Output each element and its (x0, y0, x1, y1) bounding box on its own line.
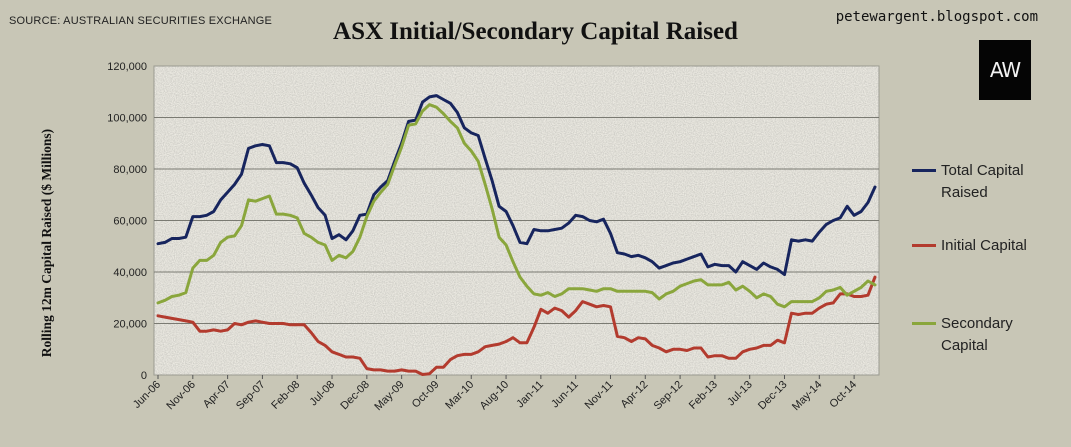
x-tick-label: Nov-06 (164, 379, 198, 413)
y-tick-label: 80,000 (113, 164, 147, 176)
y-tick-label: 60,000 (113, 216, 147, 228)
source-note: SOURCE: AUSTRALIAN SECURITIES EXCHANGE (9, 15, 273, 27)
x-tick-label: Oct-14 (827, 379, 859, 411)
y-tick-label: 20,000 (113, 319, 147, 331)
x-tick-label: Feb-08 (269, 379, 302, 412)
x-tick-label: Jun-06 (131, 379, 163, 411)
logo-text: AW (989, 58, 1021, 82)
y-tick-label: 120,000 (107, 61, 147, 73)
x-tick-label: Sep-12 (652, 379, 686, 413)
x-tick-label: Dec-13 (756, 379, 790, 413)
series-line-initial-capital (156, 275, 877, 376)
legend-item: Initial Capital (912, 235, 1027, 257)
blog-url[interactable]: petewargent.blogspot.com (835, 9, 1038, 25)
legend-swatch (912, 244, 936, 247)
x-tick-label: Dec-08 (338, 379, 372, 413)
x-tick-label: May-09 (372, 379, 406, 413)
y-tick-label: 100,000 (107, 113, 147, 125)
legend-label: Secondary Capital (941, 315, 1013, 354)
legend-label: Total Capital Raised (941, 162, 1024, 201)
legend-item: Secondary Capital (912, 313, 1061, 357)
x-tick-label: Mar-10 (443, 379, 476, 412)
legend-label: Initial Capital (941, 237, 1027, 254)
x-tick-label: Jul-08 (307, 379, 337, 409)
legend-swatch (912, 322, 936, 325)
series-line-total-capital-raised (156, 94, 877, 277)
aw-logo: AW (979, 40, 1031, 100)
x-tick-label: Jun-11 (549, 379, 581, 411)
legend-item: Total Capital Raised (912, 160, 1061, 204)
x-tick-label: Feb-13 (687, 379, 720, 412)
series-line-secondary-capital (156, 103, 877, 309)
x-tick-label: Oct-09 (410, 379, 442, 411)
y-tick-label: 0 (141, 370, 147, 382)
x-tick-label: Sep-07 (234, 379, 268, 413)
y-tick-label: 40,000 (113, 267, 147, 279)
x-tick-label: Aug-10 (478, 379, 512, 413)
x-tick-label: May-14 (790, 379, 824, 413)
x-tick-label: Nov-11 (583, 379, 616, 412)
x-tick-label: Jul-13 (725, 379, 755, 409)
chart-title: ASX Initial/Secondary Capital Raised (333, 18, 738, 45)
legend-swatch (912, 169, 936, 172)
x-tick-label: Jan-11 (514, 379, 546, 411)
x-tick-label: Apr-07 (201, 379, 233, 411)
x-tick-label: Apr-12 (619, 379, 651, 411)
